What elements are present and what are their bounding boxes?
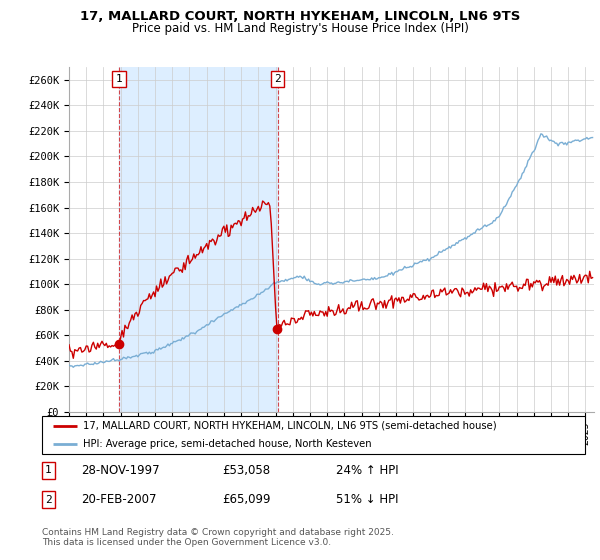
Text: 2: 2: [274, 74, 281, 84]
Text: 1: 1: [116, 74, 122, 84]
FancyBboxPatch shape: [42, 416, 585, 454]
Text: 20-FEB-2007: 20-FEB-2007: [81, 493, 157, 506]
Text: 28-NOV-1997: 28-NOV-1997: [81, 464, 160, 477]
Text: Contains HM Land Registry data © Crown copyright and database right 2025.
This d: Contains HM Land Registry data © Crown c…: [42, 528, 394, 547]
Text: 17, MALLARD COURT, NORTH HYKEHAM, LINCOLN, LN6 9TS (semi-detached house): 17, MALLARD COURT, NORTH HYKEHAM, LINCOL…: [83, 421, 496, 431]
Text: £53,058: £53,058: [222, 464, 270, 477]
Text: 51% ↓ HPI: 51% ↓ HPI: [336, 493, 398, 506]
Text: HPI: Average price, semi-detached house, North Kesteven: HPI: Average price, semi-detached house,…: [83, 439, 371, 449]
Text: 2: 2: [45, 494, 52, 505]
Text: 24% ↑ HPI: 24% ↑ HPI: [336, 464, 398, 477]
Bar: [119, 67, 278, 412]
Text: 17, MALLARD COURT, NORTH HYKEHAM, LINCOLN, LN6 9TS: 17, MALLARD COURT, NORTH HYKEHAM, LINCOL…: [80, 10, 520, 23]
Text: Price paid vs. HM Land Registry's House Price Index (HPI): Price paid vs. HM Land Registry's House …: [131, 22, 469, 35]
Text: £65,099: £65,099: [222, 493, 271, 506]
Text: 1: 1: [45, 465, 52, 475]
